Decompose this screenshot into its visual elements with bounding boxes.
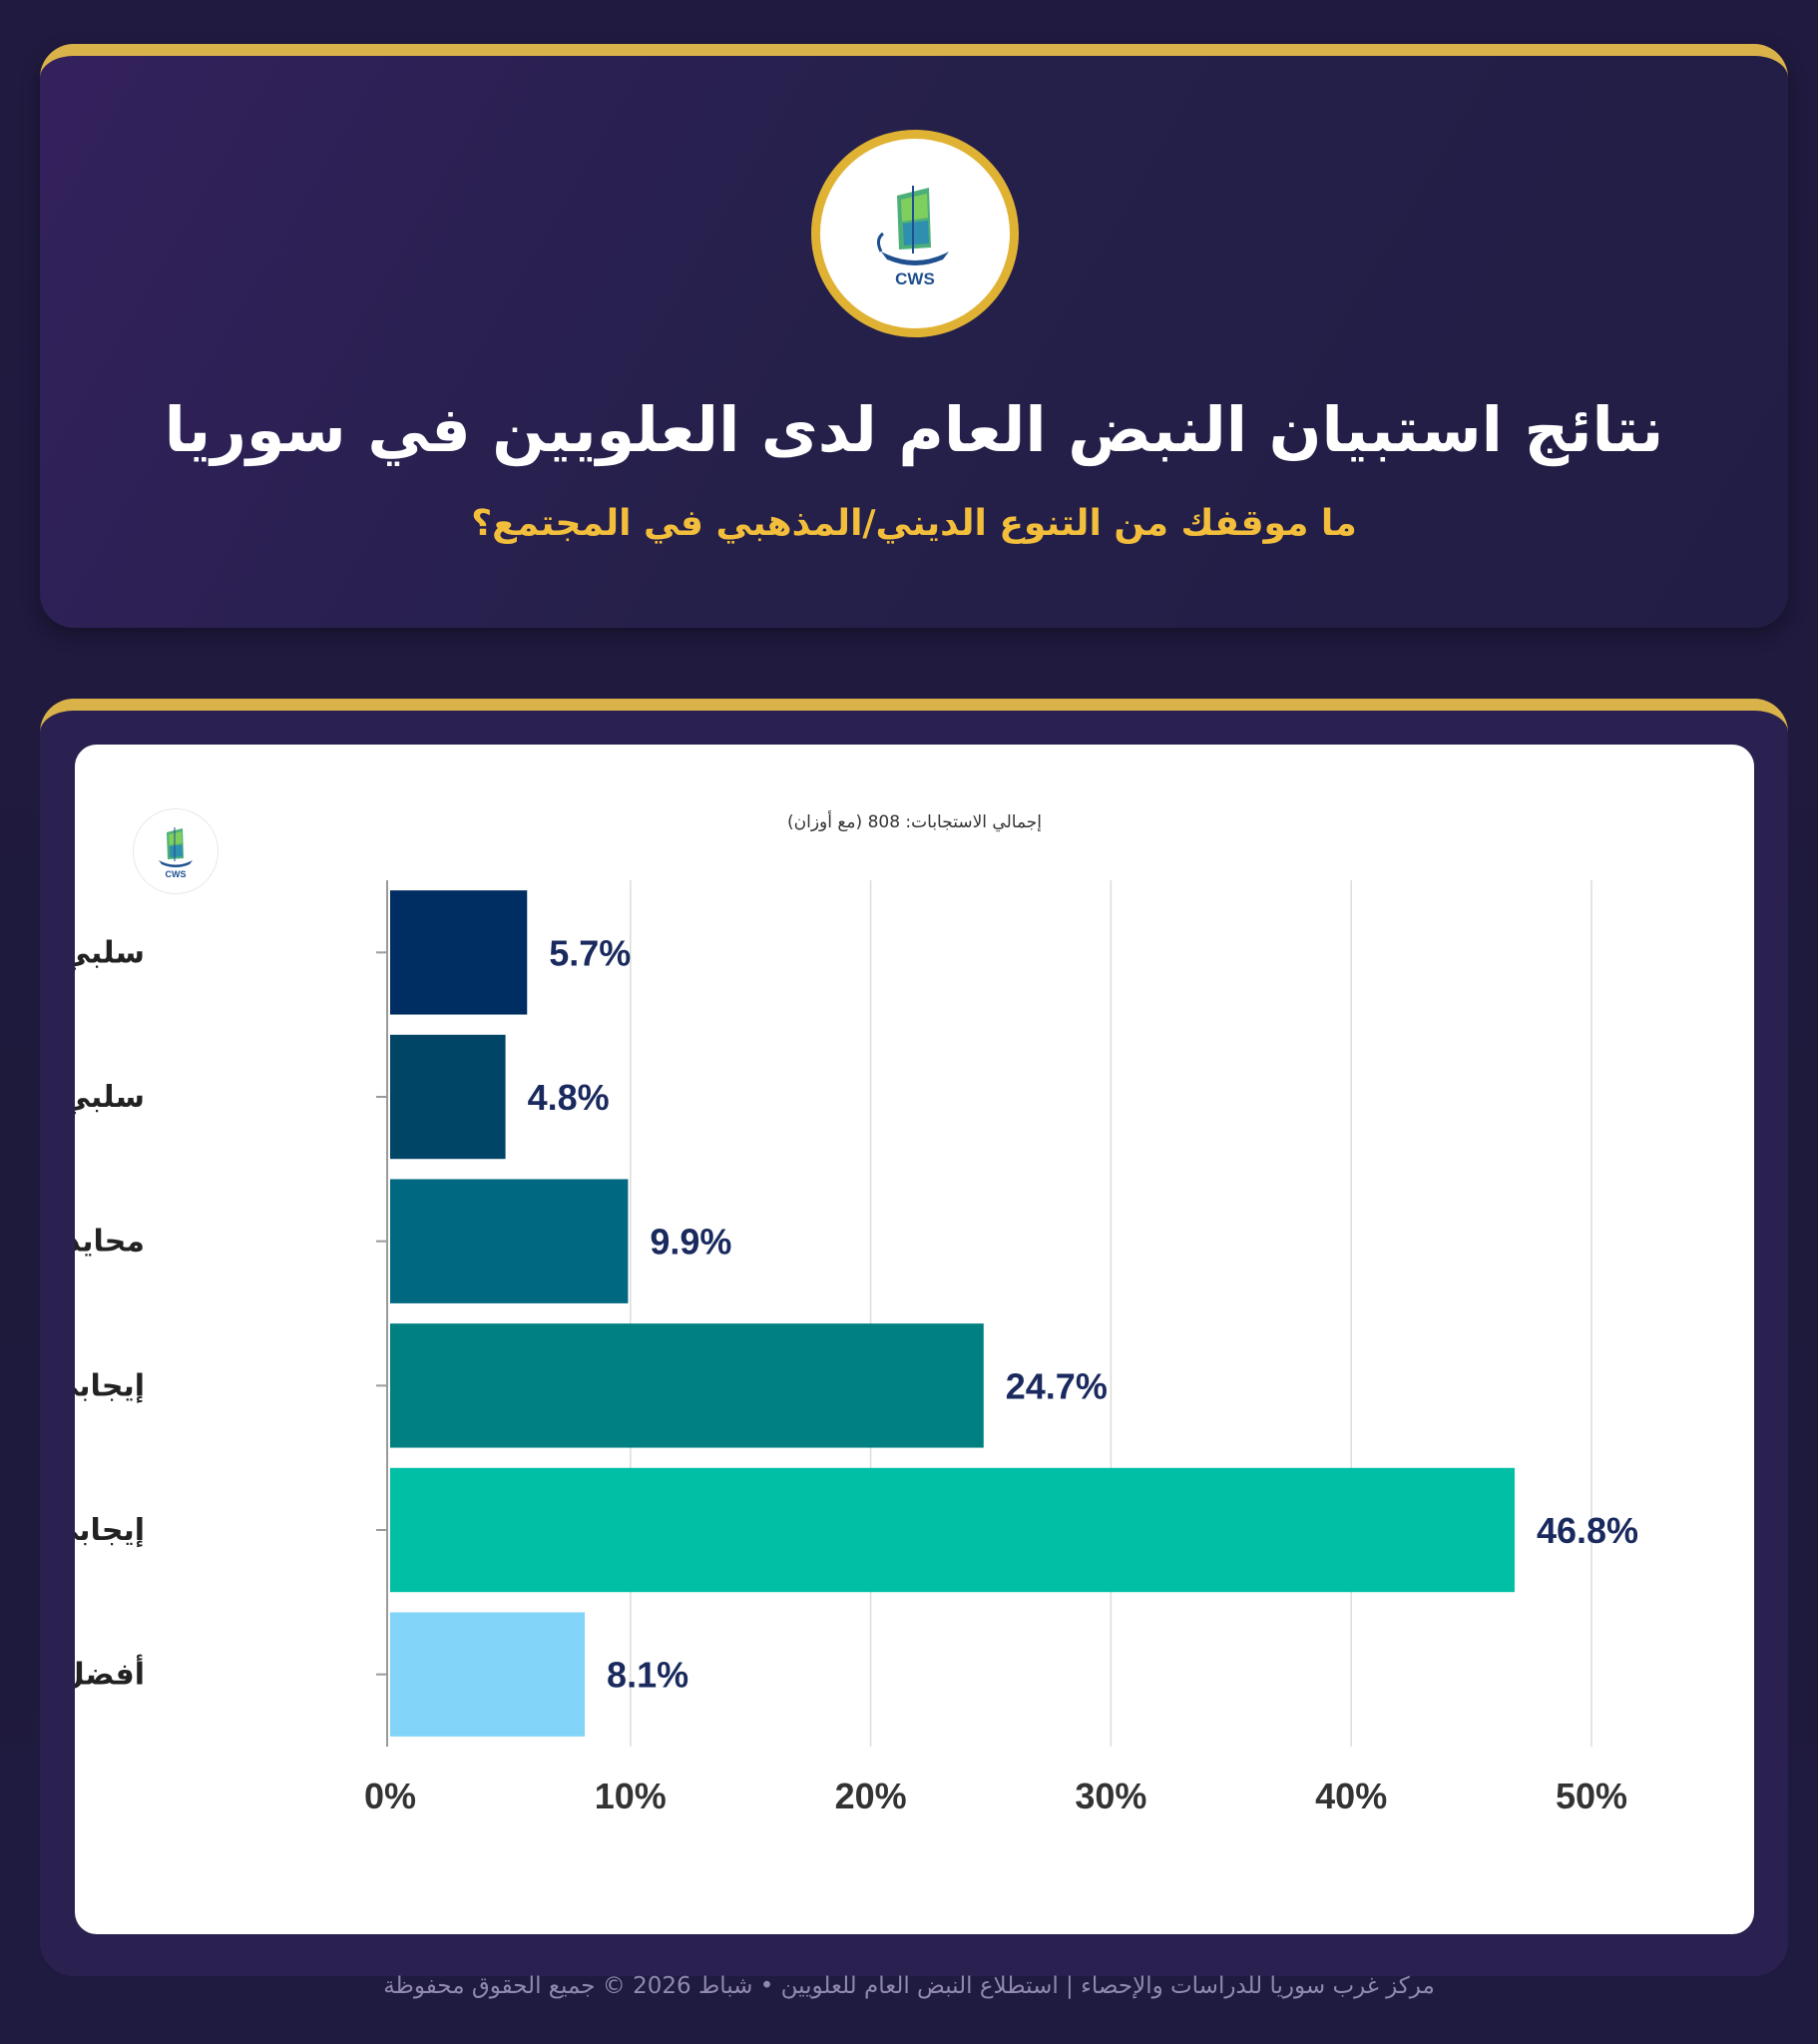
value-label: 5.7% [549,932,631,973]
value-label: 4.8% [528,1077,610,1118]
logo-text: CWS [895,269,935,288]
category-label: إيجابي جداً [75,1508,145,1548]
value-label: 46.8% [1537,1510,1638,1551]
x-tick-label: 10% [595,1776,667,1816]
bar [390,1034,506,1160]
category-label: إيجابي إلى حد ما [75,1368,145,1403]
mini-logo-text: CWS [165,869,187,879]
ship-logo-icon [876,186,949,265]
x-tick-label: 0% [364,1776,416,1816]
bar [390,1179,629,1303]
category-label: سلبي إلى حد ما [75,1080,145,1115]
page-title: نتائج استبيان النبض العام لدى العلويين ف… [164,393,1664,466]
footer-text: مركز غرب سوريا للدراسات والإحصاء | استطل… [383,1973,1435,1999]
value-label: 9.9% [650,1222,731,1263]
value-label: 24.7% [1006,1365,1108,1406]
x-tick-label: 50% [1556,1776,1627,1816]
chart-panel: إجمالي الاستجابات: 808 (مع أوزان) CWS سل… [75,745,1754,1934]
cws-logo: CWS [811,130,1019,337]
bar-chart: سلبي جداً 5.7% سلبي إلى حد ما 4.8% محايد 9.9%… [75,880,1638,1816]
x-tick-label: 30% [1075,1776,1146,1816]
category-label: أفضل عدم الإجابة [75,1655,145,1693]
category-label: سلبي جداً [75,931,145,971]
question-subtitle: ما موقفك من التنوع الديني/المذهبي في الم… [471,503,1357,544]
bar [390,1323,984,1448]
chart-mini-logo: CWS [133,808,219,894]
bar [390,1612,586,1737]
x-tick-label: 40% [1315,1776,1387,1816]
total-responses-label: إجمالي الاستجابات: 808 (مع أوزان) [786,812,1043,832]
value-label: 8.1% [607,1655,688,1696]
bar [390,1467,1515,1593]
category-label: محايد [75,1225,145,1260]
bar [390,890,528,1015]
ship-logo-icon [159,827,193,867]
x-tick-label: 20% [835,1776,907,1816]
